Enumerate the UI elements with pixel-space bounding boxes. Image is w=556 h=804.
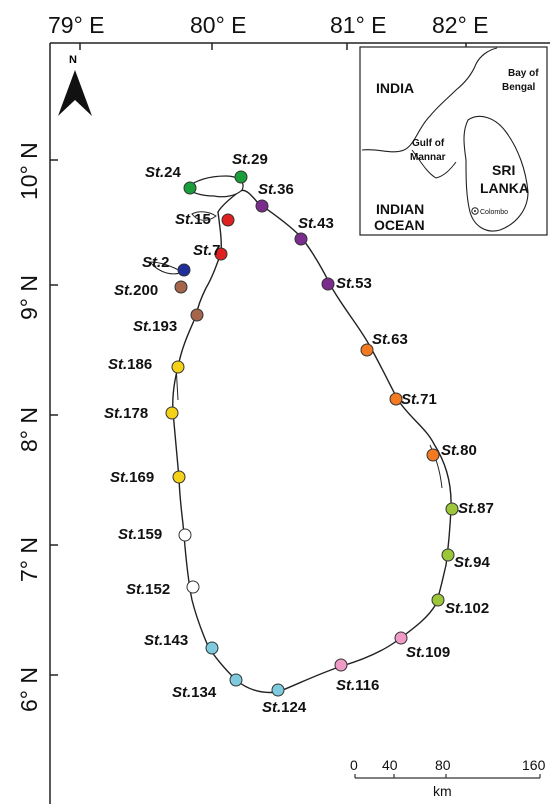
- station-marker-124: [271, 683, 285, 697]
- station-label-87: St.87: [458, 500, 494, 517]
- inset-label-bay-of: Bay of: [508, 68, 539, 79]
- lat-label-7: 7° N: [16, 537, 42, 582]
- station-label-29: St.29: [232, 151, 268, 168]
- lat-label-9: 9° N: [16, 275, 42, 320]
- station-label-134: St.134: [172, 684, 217, 701]
- station-label-193: St.193: [133, 318, 177, 335]
- station-marker-2: [177, 263, 191, 277]
- station-label-102: St.102: [445, 600, 489, 617]
- lon-label-81: 81° E: [330, 12, 387, 38]
- station-marker-178: [165, 406, 179, 420]
- station-label-36: St.36: [258, 181, 294, 198]
- station-marker-109: [394, 631, 408, 645]
- scale-tick-40: 40: [382, 757, 398, 773]
- station-marker-94: [441, 548, 455, 562]
- station-marker-80: [426, 448, 440, 462]
- lat-label-6: 6° N: [16, 667, 42, 712]
- lat-label-8: 8° N: [16, 407, 42, 452]
- station-marker-134: [229, 673, 243, 687]
- station-label-116: St.116: [336, 677, 379, 694]
- station-marker-36: [255, 199, 269, 213]
- station-marker-15: [221, 213, 235, 227]
- station-marker-24: [183, 181, 197, 195]
- station-marker-87: [445, 502, 459, 516]
- lon-label-80: 80° E: [190, 12, 247, 38]
- inset-label-sri: SRI: [492, 162, 515, 178]
- station-label-186: St.186: [108, 356, 152, 373]
- station-label-43: St.43: [298, 215, 334, 232]
- inset-map: INDIA Bay of Bengal Gulf of Mannar SRI L…: [359, 46, 548, 236]
- station-marker-43: [294, 232, 308, 246]
- station-marker-152: [186, 580, 200, 594]
- station-label-109: St.109: [406, 644, 450, 661]
- station-label-143: St.143: [144, 632, 188, 649]
- station-marker-143: [205, 641, 219, 655]
- station-label-80: St.80: [441, 442, 477, 459]
- lat-label-10: 10° N: [16, 142, 42, 200]
- station-label-7: St.7: [193, 242, 221, 259]
- station-label-2: St.2: [142, 254, 170, 271]
- inset-label-indian: INDIAN: [376, 201, 424, 217]
- station-label-178: St.178: [104, 405, 148, 422]
- scale-tick-160: 160: [522, 757, 546, 773]
- station-label-71: St.71: [401, 391, 437, 408]
- inset-label-gulf-of: Gulf of: [412, 138, 445, 149]
- inset-label-lanka: LANKA: [480, 180, 529, 196]
- inset-label-india: INDIA: [376, 80, 414, 96]
- station-label-15: St.15: [175, 211, 211, 228]
- station-marker-7: [214, 247, 228, 261]
- scale-tick-0: 0: [350, 757, 358, 773]
- station-marker-116: [334, 658, 348, 672]
- station-marker-63: [360, 343, 374, 357]
- station-marker-71: [389, 392, 403, 406]
- north-label: N: [69, 54, 77, 66]
- station-label-94: St.94: [454, 554, 491, 571]
- station-marker-102: [431, 593, 445, 607]
- station-marker-53: [321, 277, 335, 291]
- station-marker-29: [234, 170, 248, 184]
- station-label-53: St.53: [336, 275, 372, 292]
- inset-label-bengal: Bengal: [502, 82, 536, 93]
- inset-label-ocean: OCEAN: [374, 217, 425, 233]
- inset-label-mannar: Mannar: [410, 152, 446, 163]
- station-marker-169: [172, 470, 186, 484]
- scale-bar: 0 40 80 160 km: [350, 757, 546, 799]
- scale-tick-80: 80: [435, 757, 451, 773]
- station-label-200: St.200: [114, 282, 158, 299]
- station-marker-159: [178, 528, 192, 542]
- lon-label-79: 79° E: [48, 12, 105, 38]
- inset-label-colombo: Colombo: [480, 209, 508, 216]
- station-label-159: St.159: [118, 526, 162, 543]
- station-marker-193: [190, 308, 204, 322]
- station-marker-186: [171, 360, 185, 374]
- station-label-63: St.63: [372, 331, 408, 348]
- station-marker-200: [174, 280, 188, 294]
- scale-unit: km: [433, 783, 452, 799]
- station-label-24: St.24: [145, 164, 182, 181]
- station-label-124: St.124: [262, 699, 307, 716]
- station-label-169: St.169: [110, 469, 154, 486]
- lon-label-82: 82° E: [432, 12, 489, 38]
- north-arrow-icon: N: [58, 54, 92, 116]
- station-label-152: St.152: [126, 581, 170, 598]
